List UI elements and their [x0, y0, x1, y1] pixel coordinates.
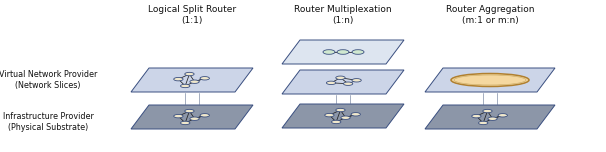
Ellipse shape — [351, 113, 361, 116]
Polygon shape — [425, 68, 555, 92]
Ellipse shape — [471, 114, 481, 118]
Ellipse shape — [488, 117, 498, 120]
Ellipse shape — [352, 79, 361, 82]
Ellipse shape — [331, 120, 341, 124]
Ellipse shape — [344, 82, 353, 85]
Text: Infrastructure Provider
(Physical Substrate): Infrastructure Provider (Physical Substr… — [2, 112, 93, 132]
Ellipse shape — [200, 77, 210, 80]
Ellipse shape — [336, 108, 345, 112]
Polygon shape — [282, 40, 404, 64]
Ellipse shape — [181, 84, 190, 88]
Polygon shape — [131, 68, 253, 92]
Ellipse shape — [451, 74, 529, 86]
Text: Logical Split Router
(1:1): Logical Split Router (1:1) — [148, 5, 236, 25]
Ellipse shape — [341, 116, 350, 119]
Ellipse shape — [352, 50, 364, 54]
Polygon shape — [425, 105, 555, 129]
Text: Router Aggregation
(m:1 or m:n): Router Aggregation (m:1 or m:n) — [446, 5, 534, 25]
Ellipse shape — [190, 80, 199, 83]
Ellipse shape — [337, 50, 349, 54]
Text: Router Multiplexation
(1:n): Router Multiplexation (1:n) — [294, 5, 392, 25]
Ellipse shape — [323, 50, 335, 54]
Ellipse shape — [325, 113, 334, 117]
Polygon shape — [131, 105, 253, 129]
Ellipse shape — [483, 109, 492, 113]
Polygon shape — [282, 70, 404, 94]
Text: Virtual Network Provider
(Network Slices): Virtual Network Provider (Network Slices… — [0, 70, 97, 90]
Ellipse shape — [174, 114, 183, 118]
Ellipse shape — [479, 121, 488, 125]
Ellipse shape — [185, 109, 194, 113]
Ellipse shape — [200, 114, 210, 117]
Ellipse shape — [336, 76, 345, 79]
Ellipse shape — [327, 81, 336, 85]
Ellipse shape — [185, 72, 194, 76]
Ellipse shape — [174, 78, 183, 81]
Ellipse shape — [498, 114, 507, 117]
Ellipse shape — [190, 117, 199, 120]
Ellipse shape — [181, 121, 190, 125]
Polygon shape — [282, 104, 404, 128]
